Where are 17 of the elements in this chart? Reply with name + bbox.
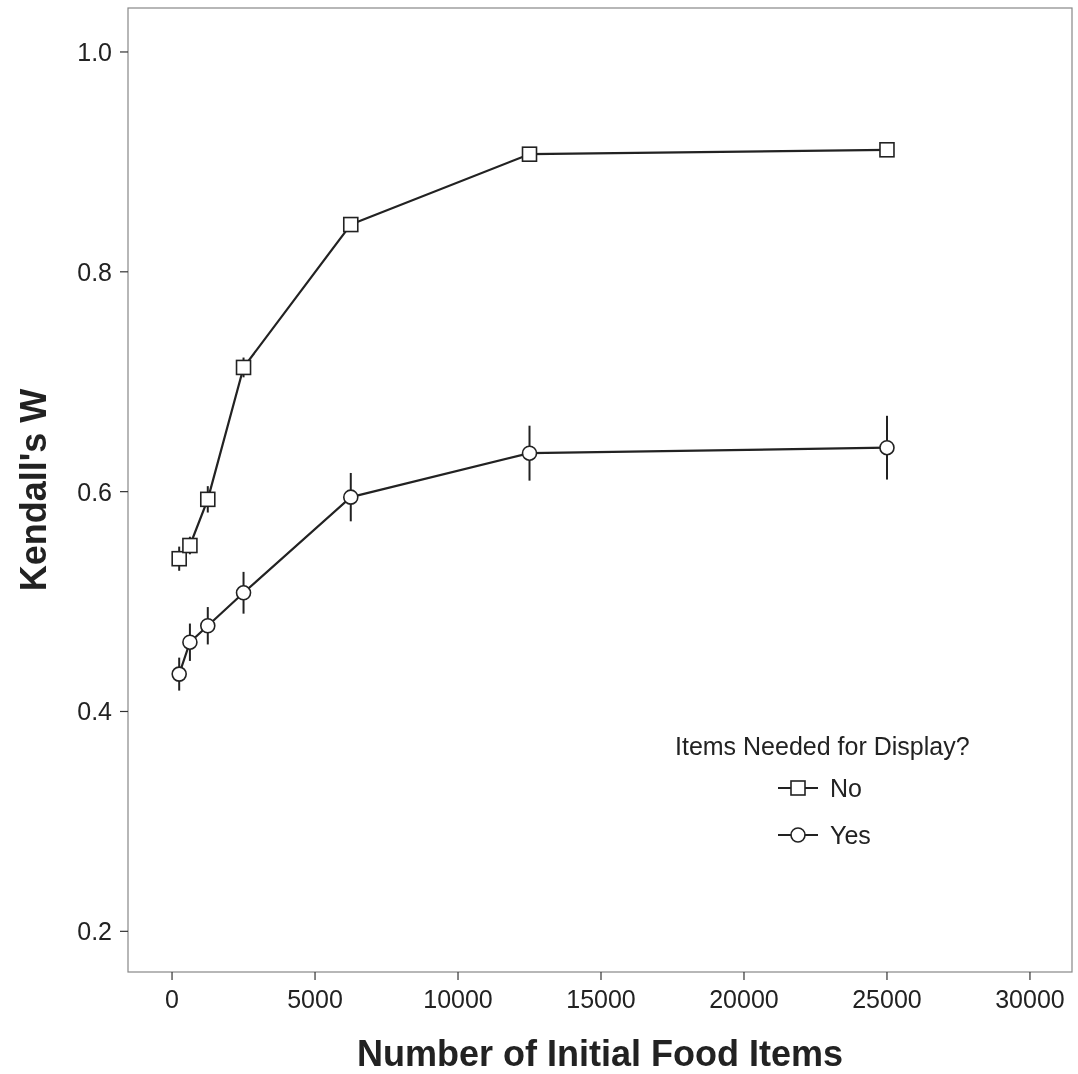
y-tick-label: 0.6 [77,477,112,506]
x-tick-label: 20000 [709,985,779,1013]
x-tick-label: 15000 [566,985,636,1013]
x-tick-label: 5000 [287,985,343,1013]
legend-label: No [830,774,862,802]
legend-title: Items Needed for Display? [675,732,970,760]
x-tick-label: 30000 [995,985,1065,1013]
x-tick-label: 25000 [852,985,922,1013]
y-tick-label: 1.0 [77,37,112,66]
legend-label: Yes [830,821,871,849]
y-tick-label: 0.4 [77,697,113,726]
y-axis-title: Kendall's W [13,388,54,592]
x-tick-label: 0 [165,985,179,1013]
x-tick-label: 10000 [423,985,493,1013]
y-tick-label: 0.8 [77,257,112,286]
x-axis-title: Number of Initial Food Items [356,1033,844,1074]
y-tick-label: 0.2 [77,917,112,946]
